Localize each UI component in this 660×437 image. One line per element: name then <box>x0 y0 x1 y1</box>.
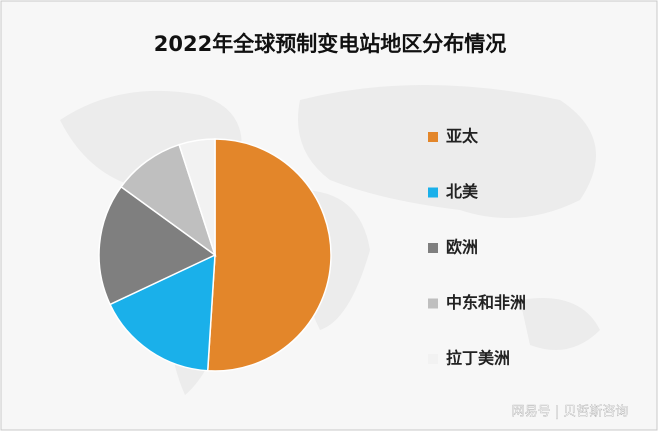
legend-swatch <box>428 243 438 253</box>
legend-swatch <box>428 132 438 142</box>
pie-slice <box>206 138 332 372</box>
legend-swatch <box>428 354 438 364</box>
pie-slice <box>120 143 217 257</box>
legend-label: 欧洲 <box>446 238 478 257</box>
legend-label: 拉丁美洲 <box>446 349 510 368</box>
legend-swatch <box>428 298 438 309</box>
chart-title: 2022年全球预制变电站地区分布情况 <box>154 32 506 56</box>
pie-slice <box>109 253 216 372</box>
legend-label: 北美 <box>446 182 479 201</box>
pie-slice <box>98 185 217 306</box>
legend-label: 中东和非洲 <box>446 293 526 312</box>
watermark: 网易号 | 贝哲斯咨询 <box>512 405 629 420</box>
legend-swatch <box>428 187 438 198</box>
legend-label: 亚太 <box>446 127 479 146</box>
pie-slice <box>178 138 216 256</box>
